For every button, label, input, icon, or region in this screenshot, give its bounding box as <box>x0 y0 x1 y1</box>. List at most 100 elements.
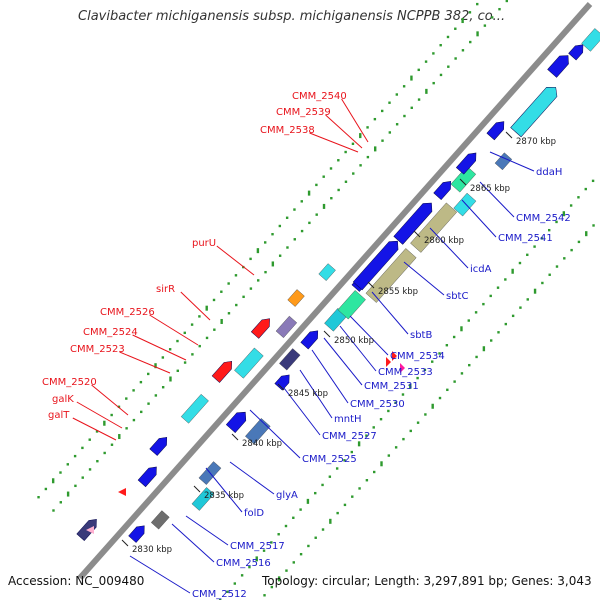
gene-label-blue[interactable]: ddaH <box>536 167 562 178</box>
gene-arrow[interactable] <box>455 150 479 175</box>
gene-arrow[interactable] <box>547 52 573 78</box>
gene-label-blue[interactable]: sbtC <box>446 291 468 302</box>
gene-block[interactable] <box>581 28 600 52</box>
gene-arrow[interactable] <box>250 315 273 339</box>
feature-box[interactable] <box>433 178 455 200</box>
feature-box[interactable] <box>245 418 271 445</box>
gene-block[interactable] <box>191 487 215 511</box>
gene-block[interactable] <box>279 348 301 371</box>
rna-marker[interactable] <box>86 526 94 534</box>
gene-label-blue[interactable]: folD <box>244 508 264 519</box>
feature-box[interactable] <box>510 83 561 138</box>
feature-box[interactable] <box>275 315 298 338</box>
gene-block[interactable] <box>410 202 458 253</box>
gene-block[interactable] <box>318 263 336 281</box>
gene-arrow[interactable] <box>352 237 402 291</box>
gene-label-blue[interactable]: CMM_2512 <box>192 589 247 600</box>
gene-arrow[interactable] <box>225 408 250 433</box>
gene-label-blue[interactable]: CMM_2533 <box>378 367 433 378</box>
gene-label-red[interactable]: CMM_2520 <box>42 377 97 388</box>
gene-label-blue[interactable]: glyA <box>276 490 298 501</box>
feature-box[interactable] <box>494 152 513 171</box>
feature-box[interactable] <box>211 358 235 383</box>
feature-box[interactable] <box>318 263 336 281</box>
gene-arrow[interactable] <box>486 118 508 141</box>
feature-box[interactable] <box>337 290 366 320</box>
feature-box[interactable] <box>410 202 458 253</box>
feature-box[interactable] <box>149 434 171 456</box>
feature-box[interactable] <box>393 199 436 245</box>
feature-box[interactable] <box>547 52 573 78</box>
feature-box[interactable] <box>486 118 508 141</box>
feature-box[interactable] <box>455 150 479 175</box>
gene-label-red[interactable]: purU <box>192 238 216 249</box>
gene-arrow[interactable] <box>393 199 436 245</box>
gene-arrow[interactable] <box>510 83 561 138</box>
gene-block[interactable] <box>150 510 170 530</box>
gene-label-blue[interactable]: CMM_2527 <box>322 431 377 442</box>
feature-box[interactable] <box>581 28 600 52</box>
gene-arrow[interactable] <box>433 178 455 200</box>
gene-block[interactable] <box>245 418 271 445</box>
gene-arrow[interactable] <box>300 327 322 350</box>
gene-block[interactable] <box>337 290 366 320</box>
feature-box[interactable] <box>76 516 100 541</box>
gene-label-blue[interactable]: CMM_2525 <box>302 454 357 465</box>
rna-marker[interactable] <box>118 488 126 496</box>
feature-box[interactable] <box>287 289 305 307</box>
gene-block[interactable] <box>275 315 298 338</box>
gene-arrow[interactable] <box>568 41 587 61</box>
gene-block[interactable] <box>453 192 477 217</box>
gene-block[interactable] <box>234 347 264 379</box>
gene-block[interactable] <box>365 248 417 303</box>
gene-label-red[interactable]: galK <box>52 394 74 405</box>
gene-label-red[interactable]: galT <box>48 410 70 421</box>
gene-label-blue[interactable]: CMM_2530 <box>350 399 405 410</box>
gene-label-blue[interactable]: mntH <box>334 414 362 425</box>
gene-arrow[interactable] <box>128 522 148 543</box>
feature-box[interactable] <box>274 372 293 391</box>
feature-box[interactable] <box>352 237 402 291</box>
feature-box[interactable] <box>250 315 273 339</box>
rna-marker[interactable] <box>400 363 405 373</box>
gene-arrow[interactable] <box>274 372 293 391</box>
gene-label-red[interactable]: CMM_2524 <box>83 327 138 338</box>
feature-box[interactable] <box>150 510 170 530</box>
gene-label-blue[interactable]: CMM_2534 <box>390 351 445 362</box>
gene-label-red[interactable]: CMM_2540 <box>292 91 347 102</box>
rna-marker[interactable] <box>392 351 397 361</box>
gene-arrow[interactable] <box>211 358 235 383</box>
feature-box[interactable] <box>279 348 301 371</box>
feature-box[interactable] <box>137 464 160 488</box>
gene-label-red[interactable]: CMM_2526 <box>100 307 155 318</box>
gene-block[interactable] <box>450 165 477 193</box>
feature-box[interactable] <box>225 408 250 433</box>
feature-box[interactable] <box>365 248 417 303</box>
gene-arrow[interactable] <box>149 434 171 456</box>
gene-label-blue[interactable]: CMM_2531 <box>364 381 419 392</box>
gene-block[interactable] <box>494 152 513 171</box>
feature-box[interactable] <box>191 487 215 511</box>
feature-box[interactable] <box>450 165 477 193</box>
gene-label-red[interactable]: sirR <box>156 284 175 295</box>
gene-label-red[interactable]: CMM_2523 <box>70 344 125 355</box>
feature-box[interactable] <box>180 393 209 424</box>
rna-marker[interactable] <box>386 357 391 367</box>
feature-box[interactable] <box>300 327 322 350</box>
feature-box[interactable] <box>234 347 264 379</box>
gene-block[interactable] <box>287 289 305 307</box>
gene-label-blue[interactable]: icdA <box>470 264 492 275</box>
feature-box[interactable] <box>453 192 477 217</box>
gene-arrow[interactable] <box>137 464 160 488</box>
gene-arrow[interactable] <box>76 516 100 541</box>
gene-label-red[interactable]: CMM_2538 <box>260 125 315 136</box>
gene-label-blue[interactable]: CMM_2516 <box>216 558 271 569</box>
gene-label-blue[interactable]: CMM_2517 <box>230 541 285 552</box>
gene-block[interactable] <box>180 393 209 424</box>
gene-label-blue[interactable]: CMM_2542 <box>516 213 571 224</box>
gene-label-red[interactable]: CMM_2539 <box>276 107 331 118</box>
feature-box[interactable] <box>128 522 148 543</box>
gene-label-blue[interactable]: CMM_2541 <box>498 233 553 244</box>
feature-box[interactable] <box>568 41 587 61</box>
